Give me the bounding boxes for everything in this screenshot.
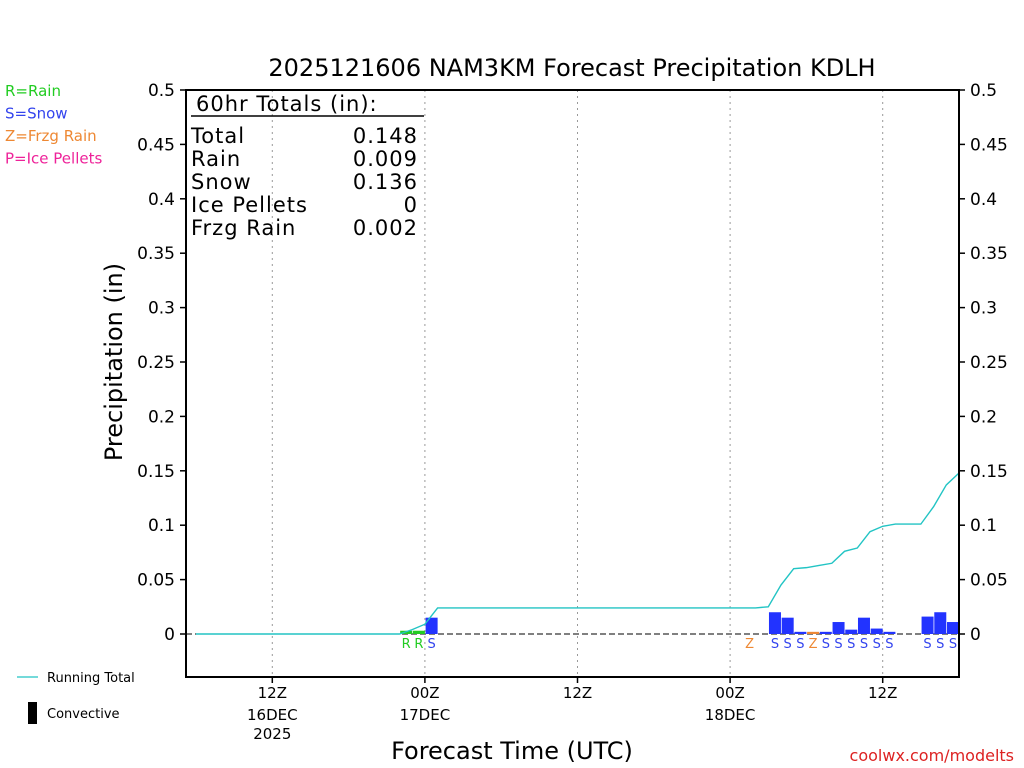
running-total-line [196,472,960,635]
y-tick-label-left: 0.15 [137,462,175,482]
totals-row-label: Rain [191,147,241,171]
ptype-marker: Z [745,637,754,652]
precip-bar [781,617,794,634]
y-tick-label-left: 0.45 [137,135,175,155]
totals-row-value: 0 [404,193,418,217]
ptype-marker: S [873,637,881,652]
precip-bar [794,631,807,634]
y-tick-label-right: 0.3 [970,299,997,319]
totals-row-label: Ice Pellets [191,193,308,217]
x-tick-date: 18DEC [705,706,756,724]
y-tick-label-right: 0.25 [970,353,1008,373]
ptype-marker: Z [809,637,818,652]
ptype-marker: R [402,637,411,652]
x-tick-label: 12Z [563,684,592,702]
x-tick-label: 00Z [410,684,439,702]
y-tick-label-right: 0.15 [970,462,1008,482]
y-tick-label-left: 0.1 [148,516,175,536]
y-axis-label: Precipitation (in) [100,263,128,461]
totals-row-label: Frzg Rain [191,216,296,240]
precip-bar [425,617,438,634]
y-tick-label-right: 0.35 [970,244,1008,264]
y-tick-label-left: 0.2 [148,407,175,427]
precip-bar [934,612,947,634]
plot-frame [185,89,960,678]
y-tick-label-left: 0.3 [148,299,175,319]
ptype-legend-entry: P=Ice Pellets [5,150,102,168]
ptype-marker: S [796,637,804,652]
y-tick-label-right: 0 [970,625,981,645]
y-tick-label-right: 0.4 [970,190,997,210]
y-tick-label-left: 0.35 [137,244,175,264]
ptype-marker: S [923,637,931,652]
precip-bar [857,617,870,634]
ptype-marker: S [847,637,855,652]
precip-bar [412,630,425,634]
precip-bar [819,631,832,634]
x-tick-year: 2025 [253,725,291,743]
totals-row-value: 0.136 [353,170,418,194]
key-bar-swatch [28,702,37,724]
y-tick-label-left: 0.4 [148,190,175,210]
totals-row-value: 0.002 [353,216,418,240]
ptype-marker: S [834,637,842,652]
key-label: Convective [47,707,120,722]
x-tick-date: 17DEC [400,706,451,724]
ptype-marker: S [822,637,830,652]
y-tick-label-right: 0.45 [970,135,1008,155]
ptype-marker: S [784,637,792,652]
precip-bar [883,631,896,634]
totals-row-label: Snow [191,170,252,194]
y-tick-label-right: 0.5 [970,81,997,101]
ptype-marker: S [885,637,893,652]
y-tick-label-right: 0.05 [970,571,1008,591]
totals-row-label: Total [190,124,245,148]
totals-row-value: 0.148 [353,124,418,148]
precip-bar [807,631,820,634]
y-tick-label-right: 0.1 [970,516,997,536]
precip-bar [845,629,858,634]
precip-bar [947,622,959,634]
x-tick-label: 00Z [715,684,744,702]
ptype-marker: S [771,637,779,652]
x-tick-label: 12Z [258,684,287,702]
x-tick-label: 12Z [868,684,897,702]
precip-bar [832,622,845,634]
key-label: Running Total [47,671,135,686]
credit-text: coolwx.com/modelts [850,746,1014,765]
ptype-legend-entry: Z=Frzg Rain [5,127,97,145]
ptype-marker: S [860,637,868,652]
y-tick-label-left: 0.5 [148,81,175,101]
ptype-legend-entry: S=Snow [5,105,68,123]
ptype-marker: S [427,637,435,652]
totals-row-value: 0.009 [353,147,418,171]
precip-bar [870,628,883,634]
ptype-marker: R [414,637,423,652]
y-tick-label-left: 0.25 [137,353,175,373]
ptype-legend-entry: R=Rain [5,82,61,100]
x-tick-date: 16DEC [247,706,298,724]
y-tick-label-right: 0.2 [970,407,997,427]
ptype-marker: S [936,637,944,652]
precip-bar [768,612,781,634]
ptype-marker: S [949,637,957,652]
totals-header: 60hr Totals (in): [196,92,378,116]
x-axis-label: Forecast Time (UTC) [391,737,633,765]
y-tick-label-left: 0.05 [137,571,175,591]
y-tick-label-left: 0 [164,625,175,645]
chart-title: 2025121606 NAM3KM Forecast Precipitation… [268,54,875,82]
precip-bar [921,616,934,634]
